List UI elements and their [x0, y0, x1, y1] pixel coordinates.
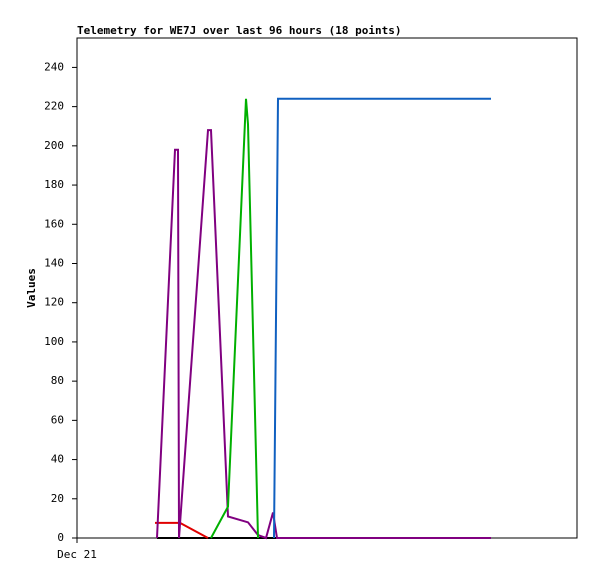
- chart-title: Telemetry for WE7J over last 96 hours (1…: [77, 24, 402, 37]
- y-tick-label: 240: [44, 60, 64, 73]
- y-tick-label: 140: [44, 256, 64, 269]
- y-tick-label: 180: [44, 178, 64, 191]
- series-line: [273, 97, 491, 539]
- plot-frame: [76, 37, 578, 539]
- series-line: [155, 521, 209, 539]
- y-tick-label: 100: [44, 335, 64, 348]
- series-line: [156, 129, 491, 540]
- series-line: [210, 98, 259, 539]
- y-tick-label: 40: [51, 453, 64, 466]
- y-tick-label: 80: [51, 374, 64, 387]
- y-tick-label: 200: [44, 139, 64, 152]
- y-tick-label: 120: [44, 296, 64, 309]
- y-tick-label: 0: [57, 531, 64, 544]
- x-tick-label: Dec 21: [57, 548, 97, 561]
- y-tick-label: 60: [51, 413, 64, 426]
- y-tick-label: 160: [44, 217, 64, 230]
- y-axis-label: Values: [25, 268, 38, 308]
- y-tick-label: 220: [44, 100, 64, 113]
- y-tick-label: 20: [51, 492, 64, 505]
